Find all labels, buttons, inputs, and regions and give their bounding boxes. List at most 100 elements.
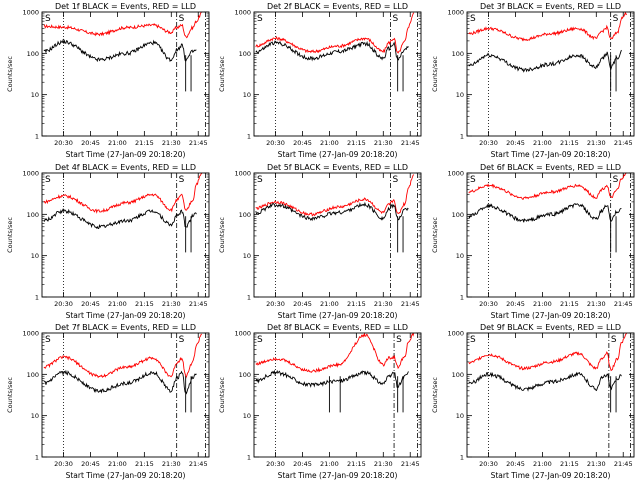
panel-5: Det 5f BLACK = Events, RED = LLD Counts/s… (218, 163, 422, 320)
events-series-line (468, 371, 622, 392)
panel-6: Det 6f BLACK = Events, RED = LLD Counts/s… (431, 163, 635, 320)
x-tick-label: 21:45 (189, 300, 208, 308)
x-tick-label: 20:30 (54, 139, 73, 147)
plot-frame (41, 332, 210, 458)
y-tick-label: 1 (460, 133, 464, 141)
x-tick-label: 21:30 (162, 460, 181, 468)
x-axis-label: Start Time (27-Jan-09 20:18:20) (491, 311, 611, 320)
y-axis-label: Counts/sec (218, 56, 226, 92)
panel-7: Det 7f BLACK = Events, RED = LLD Counts/s… (6, 323, 210, 480)
x-tick-label: 20:30 (479, 460, 498, 468)
saa-marker: S (257, 175, 263, 185)
y-tick-label: 1000 (22, 9, 39, 17)
events-series-line (255, 369, 409, 389)
saa-marker: S (392, 175, 398, 185)
x-tick-label: 21:15 (135, 300, 154, 308)
y-tick-label: 100 (452, 50, 464, 58)
plot-frame (253, 172, 422, 298)
x-tick-label: 21:45 (614, 139, 633, 147)
y-axis-label: Counts/sec (218, 377, 226, 413)
y-tick-label: 1 (35, 133, 39, 141)
plot-frame (466, 11, 635, 137)
x-tick-label: 21:45 (401, 460, 420, 468)
x-tick-label: 21:45 (614, 460, 633, 468)
saa-marker: S (45, 14, 51, 24)
y-axis-label: Counts/sec (431, 56, 439, 92)
y-tick-label: 1000 (447, 170, 464, 178)
lld-series-line (43, 173, 203, 214)
panel-4: Det 4f BLACK = Events, RED = LLD Counts/s… (6, 163, 210, 320)
y-tick-label: 100 (27, 371, 39, 379)
panel-2: Det 2f BLACK = Events, RED = LLD Counts/s… (218, 2, 422, 159)
x-tick-label: 21:00 (533, 460, 552, 468)
y-tick-label: 10 (31, 252, 39, 260)
x-tick-label: 20:45 (81, 460, 100, 468)
plot-frame (466, 332, 635, 458)
x-tick-label: 21:15 (560, 460, 579, 468)
y-tick-label: 10 (243, 252, 251, 260)
y-tick-label: 10 (456, 252, 464, 260)
saa-marker: S (470, 14, 476, 24)
plot-frame (41, 11, 210, 137)
x-tick-label: 21:00 (108, 139, 127, 147)
y-axis-label: Counts/sec (6, 56, 14, 92)
events-series-line (43, 38, 197, 63)
y-tick-label: 1 (247, 294, 251, 302)
x-tick-label: 21:15 (347, 300, 366, 308)
x-tick-label: 20:30 (266, 139, 285, 147)
y-tick-label: 10 (31, 91, 39, 99)
y-tick-label: 1000 (22, 170, 39, 178)
plot-frame (41, 172, 210, 298)
plot-frame (253, 332, 422, 458)
panel-title: Det 7f BLACK = Events, RED = LLD (55, 323, 196, 332)
saa-marker: S (179, 335, 185, 345)
x-axis-label: Start Time (27-Jan-09 20:18:20) (66, 150, 186, 159)
x-axis-label: Start Time (27-Jan-09 20:18:20) (278, 311, 398, 320)
x-tick-label: 20:45 (293, 139, 312, 147)
plot-frame (466, 172, 635, 298)
x-tick-label: 20:45 (293, 300, 312, 308)
x-tick-label: 20:30 (266, 300, 285, 308)
x-tick-label: 20:30 (479, 139, 498, 147)
x-tick-label: 21:15 (135, 139, 154, 147)
x-tick-label: 21:30 (374, 300, 393, 308)
x-tick-label: 21:15 (560, 300, 579, 308)
x-axis-label: Start Time (27-Jan-09 20:18:20) (491, 471, 611, 480)
x-tick-label: 21:00 (320, 300, 339, 308)
x-tick-label: 21:00 (533, 139, 552, 147)
saa-marker: S (470, 175, 476, 185)
y-axis-label: Counts/sec (6, 217, 14, 253)
saa-marker: S (257, 14, 263, 24)
saa-marker: S (392, 14, 398, 24)
x-axis-label: Start Time (27-Jan-09 20:18:20) (66, 311, 186, 320)
y-tick-label: 100 (27, 50, 39, 58)
x-tick-label: 20:45 (81, 139, 100, 147)
y-tick-label: 100 (239, 371, 251, 379)
x-tick-label: 21:15 (135, 460, 154, 468)
lld-series-line (255, 174, 415, 217)
events-series-line (43, 208, 197, 229)
y-tick-label: 10 (456, 412, 464, 420)
panel-title: Det 2f BLACK = Events, RED = LLD (267, 2, 408, 11)
x-axis-label: Start Time (27-Jan-09 20:18:20) (66, 471, 186, 480)
y-tick-label: 1000 (447, 9, 464, 17)
y-tick-label: 1000 (234, 330, 251, 338)
panel-title: Det 5f BLACK = Events, RED = LLD (267, 163, 408, 172)
x-tick-label: 20:30 (266, 460, 285, 468)
x-tick-label: 20:45 (81, 300, 100, 308)
x-axis-label: Start Time (27-Jan-09 20:18:20) (491, 150, 611, 159)
y-axis-label: Counts/sec (431, 217, 439, 253)
lld-series-line (255, 332, 415, 373)
x-tick-label: 21:00 (108, 300, 127, 308)
x-tick-label: 21:15 (560, 139, 579, 147)
events-series-line (468, 203, 622, 223)
lld-series-line (43, 333, 203, 379)
x-tick-label: 21:45 (614, 300, 633, 308)
x-tick-label: 21:45 (189, 139, 208, 147)
lld-series-line (468, 11, 628, 42)
lld-series-line (255, 12, 415, 54)
saa-marker: S (179, 175, 185, 185)
x-tick-label: 21:30 (587, 300, 606, 308)
events-series-line (255, 40, 409, 62)
